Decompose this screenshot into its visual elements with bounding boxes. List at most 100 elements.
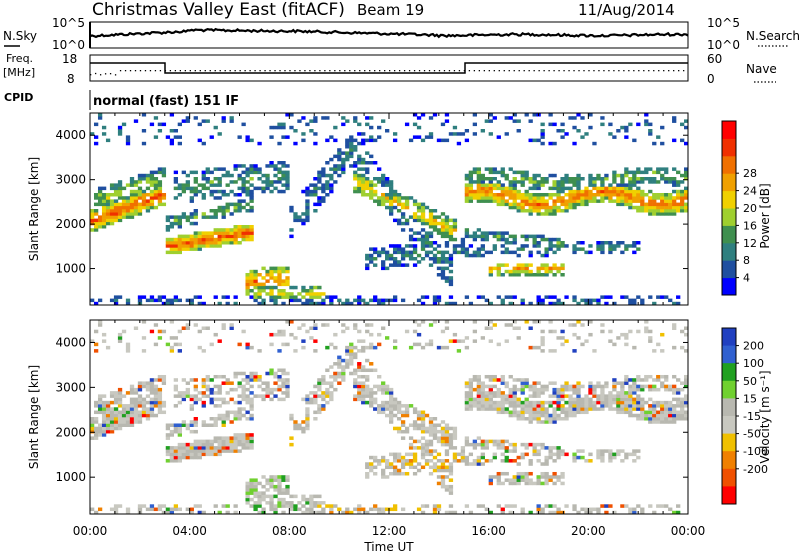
- velocity-cell: [472, 320, 478, 324]
- nave-point: [548, 70, 550, 72]
- power-cell: [584, 298, 589, 303]
- power-cell: [277, 292, 282, 296]
- velocity-cell: [185, 446, 190, 450]
- power-cell: [660, 209, 665, 213]
- power-cell: [416, 231, 422, 235]
- velocity-cell: [377, 410, 382, 415]
- velocity-cell: [532, 345, 537, 350]
- velocity-cell: [165, 449, 171, 453]
- power-cell: [468, 173, 474, 178]
- power-cell: [173, 170, 179, 175]
- power-cell: [101, 196, 107, 200]
- power-cell: [564, 177, 569, 181]
- power-cell: [628, 298, 633, 303]
- velocity-cell: [277, 397, 282, 402]
- power-cell: [624, 196, 629, 200]
- velocity-cell: [476, 374, 481, 379]
- power-cell: [305, 186, 310, 191]
- velocity-cell: [269, 397, 274, 402]
- velocity-cell: [257, 349, 262, 353]
- power-cell: [472, 122, 478, 127]
- velocity-cell: [512, 387, 517, 392]
- velocity-cell: [500, 481, 505, 486]
- velocity-cell: [253, 501, 258, 505]
- power-cell: [209, 193, 214, 197]
- power-cell: [588, 250, 593, 255]
- power-cell: [117, 132, 123, 136]
- velocity-cell: [440, 420, 446, 424]
- velocity-cell: [560, 471, 565, 476]
- velocity-cell: [588, 387, 593, 392]
- power-cell: [297, 215, 302, 219]
- velocity-cell: [544, 400, 549, 405]
- power-cell: [121, 196, 127, 200]
- velocity-cell: [233, 436, 238, 440]
- velocity-cell: [472, 446, 478, 450]
- velocity-cell: [492, 404, 497, 408]
- power-cell: [201, 234, 206, 239]
- power-cell: [281, 122, 286, 127]
- power-cell: [261, 301, 266, 306]
- power-cell: [472, 231, 478, 235]
- power-cell: [145, 173, 151, 178]
- power-cell: [588, 177, 593, 181]
- velocity-cell: [664, 387, 669, 392]
- velocity-cell: [233, 439, 238, 444]
- power-cell: [105, 205, 111, 210]
- power-cell: [281, 170, 286, 175]
- power-cell: [333, 167, 338, 171]
- power-cell: [420, 212, 426, 216]
- velocity-cell: [189, 378, 194, 382]
- power-cell: [97, 193, 103, 197]
- power-cell: [404, 122, 410, 127]
- power-cell: [193, 237, 198, 242]
- velocity-cell: [664, 378, 669, 382]
- velocity-cell: [197, 442, 202, 447]
- velocity-cell: [500, 397, 505, 402]
- power-cell: [349, 141, 354, 146]
- power-cell: [528, 212, 533, 216]
- velocity-cell: [512, 407, 517, 411]
- velocity-cell: [137, 417, 143, 421]
- colorbar-tick-label: -50: [743, 428, 761, 441]
- velocity-cell: [125, 510, 131, 515]
- power-cell: [472, 253, 478, 258]
- ytick-label: 4000: [55, 128, 86, 142]
- power-cell: [476, 170, 481, 175]
- velocity-cell: [588, 320, 593, 324]
- velocity-cell: [568, 397, 573, 402]
- velocity-cell: [137, 394, 143, 398]
- power-cell: [504, 193, 509, 197]
- velocity-cell: [464, 381, 470, 385]
- velocity-cell: [93, 342, 99, 347]
- velocity-cell: [444, 488, 450, 492]
- velocity-cell: [189, 446, 194, 450]
- velocity-cell: [173, 384, 179, 389]
- nave-point: [309, 70, 311, 72]
- power-cell: [353, 177, 358, 181]
- power-cell: [309, 292, 314, 296]
- power-cell: [253, 285, 258, 290]
- velocity-cell: [345, 365, 350, 369]
- velocity-cell: [492, 442, 497, 447]
- power-cell: [213, 189, 218, 194]
- nave-label: Nave: [746, 62, 777, 76]
- power-cell: [213, 196, 218, 200]
- velocity-cell: [632, 507, 637, 512]
- velocity-cell: [169, 452, 175, 457]
- velocity-cell: [241, 436, 246, 440]
- velocity-cell: [277, 501, 282, 505]
- power-cell: [516, 273, 521, 277]
- velocity-cell: [373, 391, 378, 395]
- velocity-cell: [428, 449, 434, 453]
- power-cell: [245, 279, 250, 283]
- velocity-cell: [624, 400, 629, 405]
- velocity-cell: [289, 494, 294, 499]
- velocity-cell: [496, 481, 501, 486]
- nave-point: [284, 70, 286, 72]
- velocity-cell: [353, 384, 358, 389]
- power-cell: [333, 295, 338, 299]
- power-cell: [201, 244, 206, 248]
- velocity-cell: [528, 345, 533, 350]
- power-cell: [440, 266, 446, 271]
